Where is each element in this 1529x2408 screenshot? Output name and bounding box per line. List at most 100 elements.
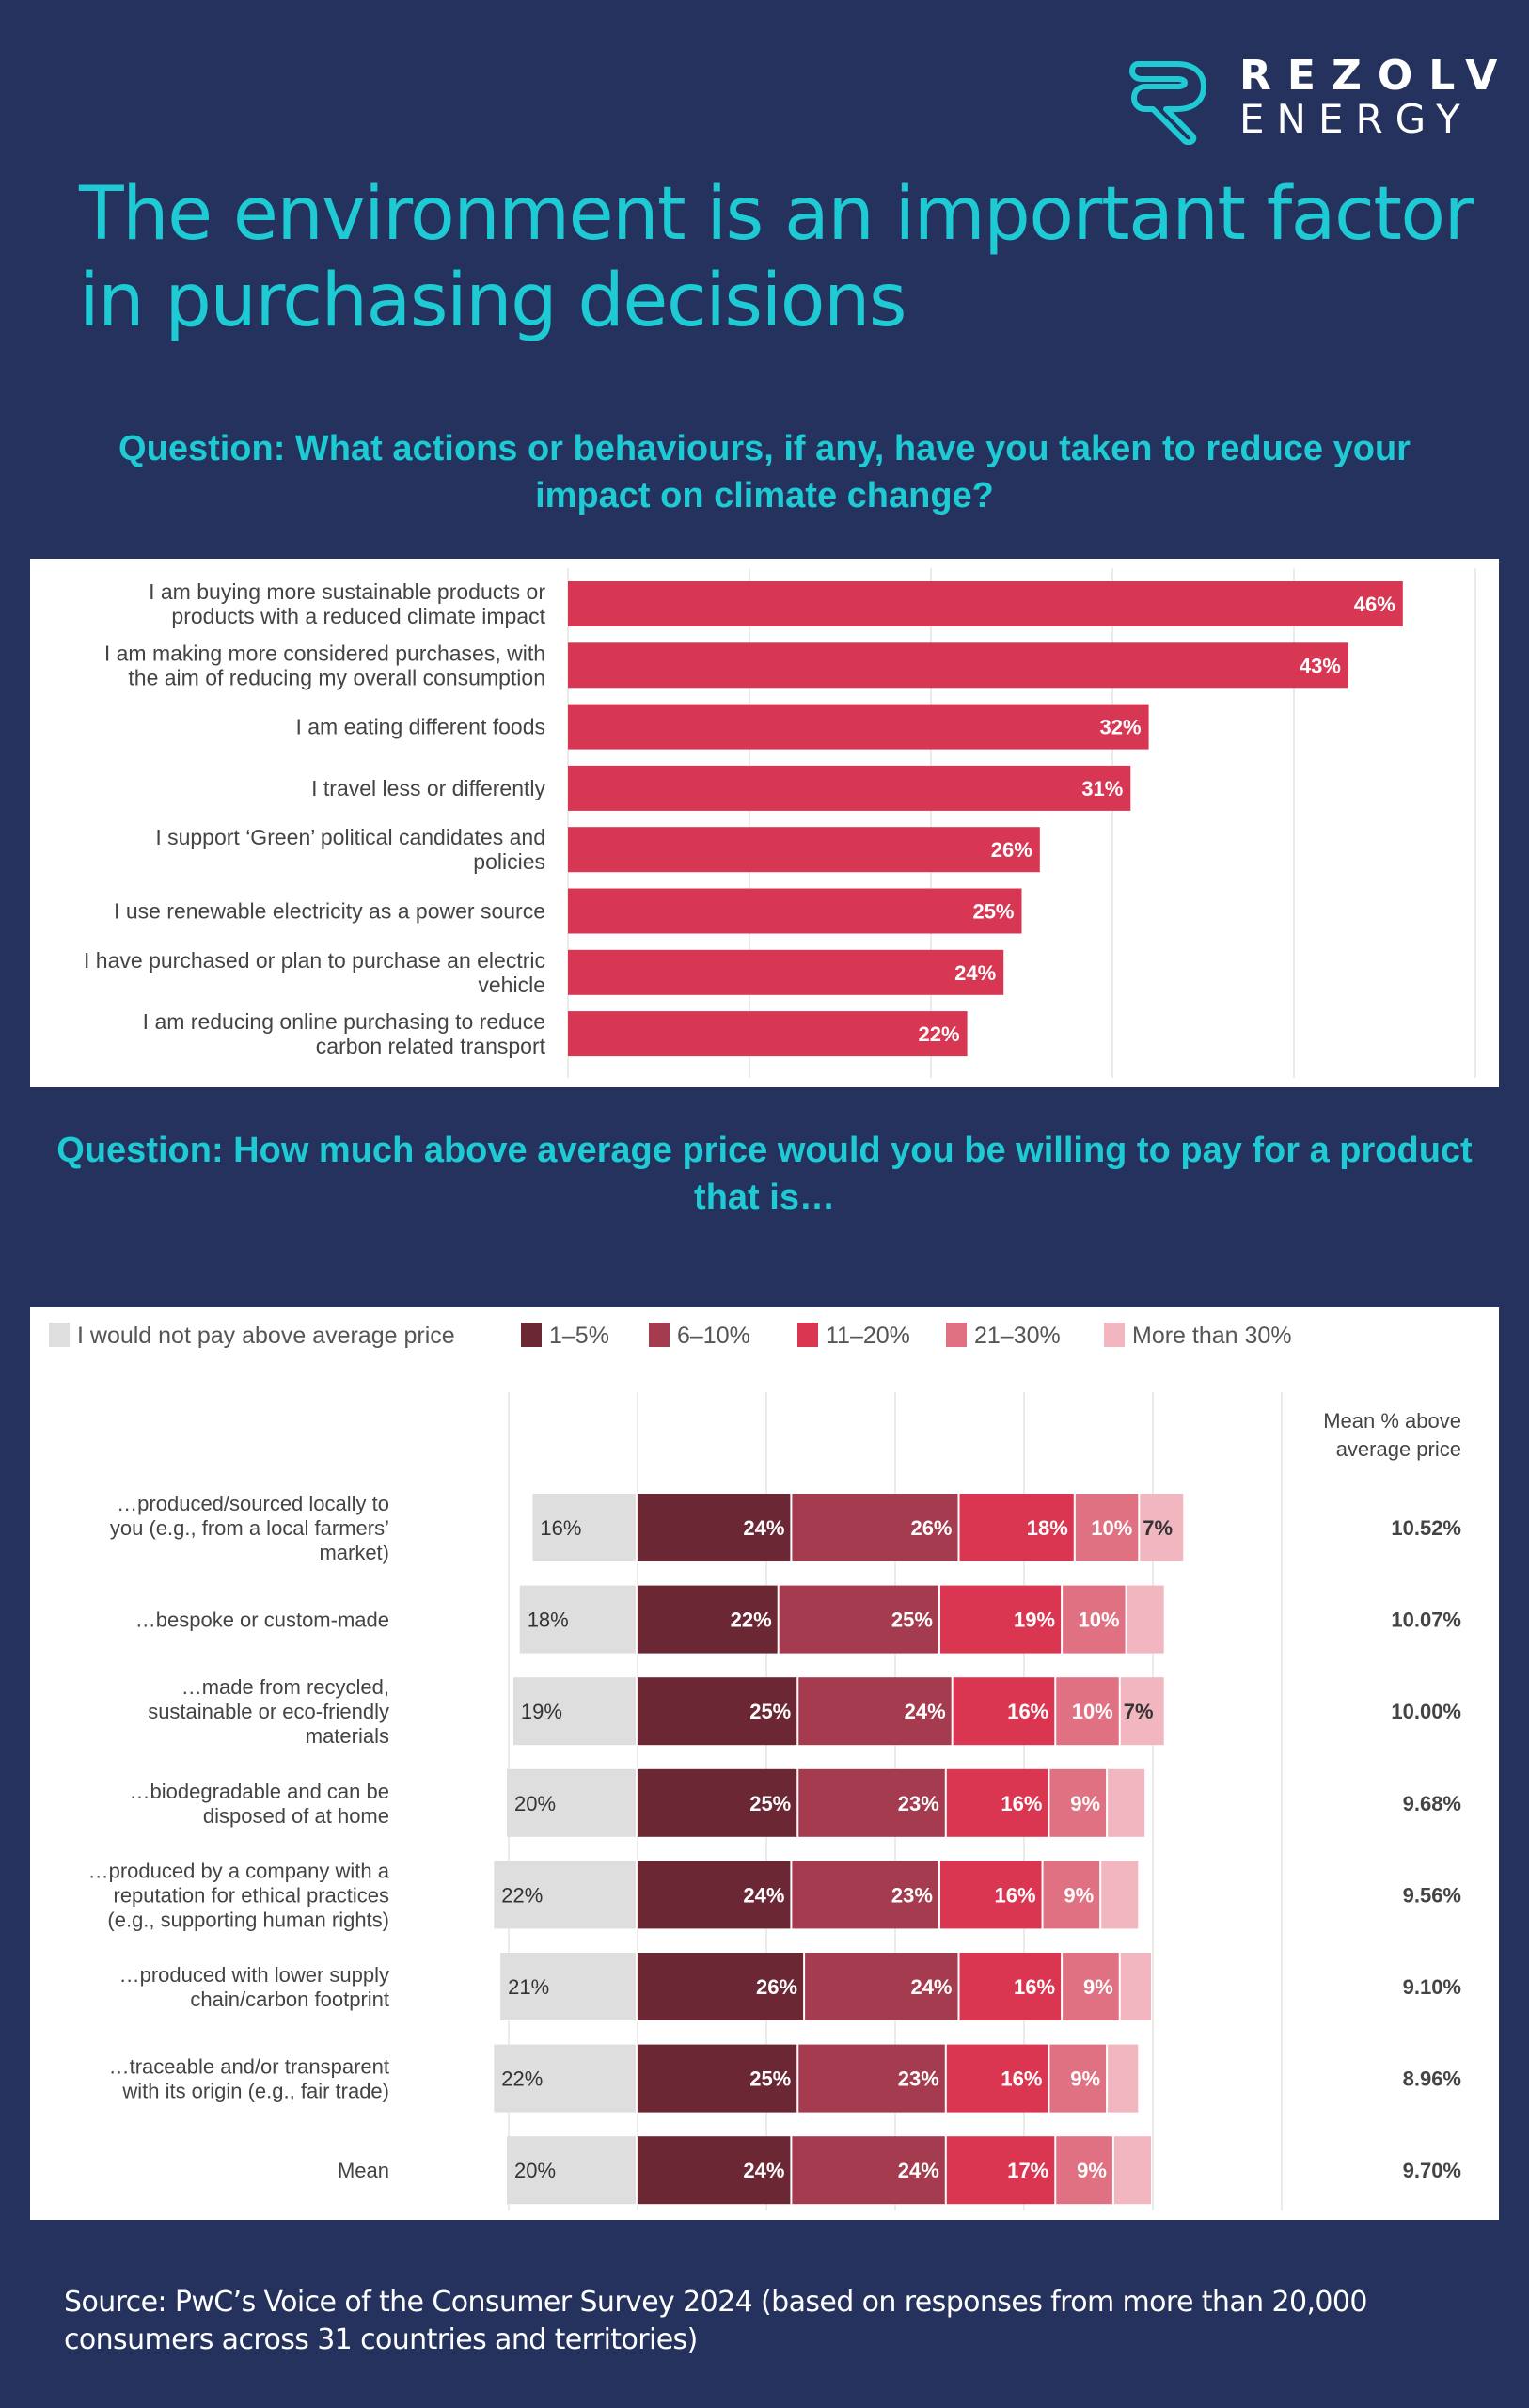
category-label: I am eating different foods [295, 715, 545, 739]
bar-segment-label: 10% [1091, 1516, 1132, 1540]
bar-segment-label: 18% [1027, 1516, 1068, 1540]
rezolv-r-icon [1129, 61, 1206, 145]
category-label: vehicle [478, 973, 545, 997]
category-label: carbon related transport [316, 1034, 546, 1058]
bar-segment [638, 1953, 804, 2020]
bar-segment-label: 7% [1124, 1700, 1154, 1723]
bar-segment-label: 9% [1077, 2159, 1107, 2182]
brand-name-line2: ENERGY [1239, 96, 1473, 142]
chart-actions: 46% I am buying more sustainable products… [84, 568, 1476, 1078]
bar-segment-label: 16% [540, 1516, 581, 1540]
bar-segment-label: 19% [521, 1700, 562, 1723]
bar-segment-label: 24% [905, 1700, 946, 1723]
category-label: I travel less or differently [311, 776, 545, 800]
category-label: you (e.g., from a local farmers’ [110, 1516, 389, 1540]
category-label: Mean [338, 2159, 389, 2182]
bar-segment [638, 1677, 797, 1746]
bar-segment [519, 1585, 636, 1654]
category-label: I use renewable electricity as a power s… [114, 899, 545, 924]
mean-value: 10.00% [1391, 1700, 1461, 1723]
legend-label: 21–30% [974, 1323, 1061, 1349]
page-title: The environment is an important factor i… [79, 171, 1490, 344]
brand-name-line1: REZOLV [1239, 52, 1514, 100]
category-label: (e.g., supporting human rights) [107, 1908, 389, 1931]
bar-segment [946, 2136, 1055, 2205]
legend-label: 6–10% [677, 1323, 750, 1349]
legend-label: 11–20% [826, 1323, 910, 1349]
bar-segment-label: 9% [1064, 1883, 1094, 1907]
bar-segment-label: 26% [756, 1975, 797, 1999]
bar-segment-label: 22% [501, 1883, 543, 1907]
bar-segment-label: 17% [1007, 2159, 1048, 2182]
category-label: …traceable and/or transparent [109, 2055, 389, 2079]
category-label: chain/carbon footprint [190, 1988, 389, 2011]
mean-value: 8.96% [1403, 2067, 1461, 2091]
chart-willingness-panel: I would not pay above average price 1–5% 6… [30, 1307, 1499, 2220]
bar-segment [494, 2044, 636, 2113]
bar-segment [1113, 2136, 1151, 2205]
bar-segment-label: 16% [1001, 2067, 1042, 2091]
bar-segment [1063, 1585, 1126, 1654]
category-label: policies [473, 849, 545, 874]
bar-segment [638, 1861, 791, 1929]
category-label: …produced by a company with a [88, 1859, 390, 1882]
category-label: …produced with lower supply [119, 1963, 389, 1987]
bar-segment [939, 1585, 1062, 1654]
bar-segment [1108, 1768, 1145, 1837]
bar-segment-label: 26% [910, 1516, 952, 1540]
page-title-line: The environment is an important factor [79, 172, 1474, 257]
bar-segment [798, 1768, 945, 1837]
bar-segment-label: 22% [731, 1608, 772, 1632]
legend-swatch [797, 1323, 818, 1347]
bar [568, 1011, 968, 1057]
bar-segment [1127, 1585, 1164, 1654]
bar-segment-label: 25% [749, 1792, 791, 1815]
bar-segment-label: 23% [898, 1792, 939, 1815]
mean-column-header: average price [1336, 1437, 1461, 1461]
bar [568, 581, 1403, 626]
mean-column-header: Mean % above [1323, 1409, 1461, 1433]
category-label: products with a reduced climate impact [171, 604, 545, 628]
bar-segment [798, 1677, 952, 1746]
category-label: reputation for ethical practices [114, 1883, 390, 1907]
bar [568, 888, 1022, 934]
bar-data-label: 32% [1100, 716, 1142, 739]
bar-segment-label: 10% [1072, 1700, 1113, 1723]
bar-segment [946, 2044, 1048, 2113]
category-label: market) [319, 1541, 389, 1564]
bar-segment-label: 16% [995, 1883, 1036, 1907]
legend-swatch [649, 1323, 670, 1347]
legend-label: More than 30% [1132, 1323, 1292, 1349]
bar [568, 827, 1040, 873]
bar-segment [959, 1953, 1062, 2020]
bar-data-label: 22% [919, 1022, 960, 1046]
bar-segment-label: 9% [1070, 1792, 1100, 1815]
bar-segment [1056, 1677, 1119, 1746]
category-label: disposed of at home [203, 1804, 389, 1828]
bar-segment-label: 25% [749, 2067, 791, 2091]
bar-segment [1075, 1494, 1139, 1561]
bar-segment [939, 1861, 1042, 1929]
question-1-heading: Question: What actions or behaviours, if… [118, 429, 1411, 515]
bar-segment-label: 16% [1001, 1792, 1042, 1815]
bar-segment [1056, 2136, 1112, 2205]
category-label: the aim of reducing my overall consumpti… [128, 665, 545, 689]
bar-data-label: 46% [1354, 593, 1395, 616]
category-label: with its origin (e.g., fair trade) [121, 2080, 389, 2103]
bar [568, 765, 1131, 811]
category-label: I support ‘Green’ political candidates a… [155, 825, 545, 849]
bar-segment [1043, 1861, 1100, 1929]
bar-segment-label: 24% [743, 1883, 784, 1907]
bar [568, 642, 1348, 689]
bar-segment-label: 16% [1014, 1975, 1055, 1999]
bar-segment-label: 16% [1007, 1700, 1048, 1723]
bar-segment-label: 25% [891, 1608, 933, 1632]
bar-segment-label: 21% [508, 1975, 549, 1999]
mean-value: 10.52% [1391, 1516, 1461, 1540]
bar-segment [1063, 1953, 1119, 2020]
bar-segment [1101, 1861, 1139, 1929]
mean-value: 9.68% [1403, 1792, 1461, 1815]
bar-segment-label: 7% [1143, 1516, 1173, 1540]
category-label: sustainable or eco-friendly [148, 1700, 389, 1723]
legend-label: I would not pay above average price [77, 1323, 455, 1349]
